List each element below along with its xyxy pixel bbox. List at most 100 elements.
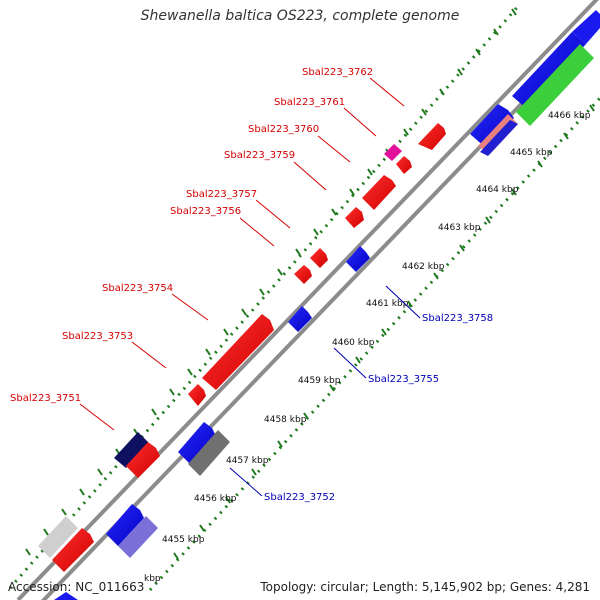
major-tick [485, 216, 491, 224]
major-tick [173, 552, 179, 560]
major-tick [493, 28, 499, 36]
major-tick [457, 68, 463, 76]
gene-arrow-sbal223-3757[interactable] [345, 207, 364, 228]
major-tick [589, 104, 595, 112]
major-tick [433, 272, 439, 280]
gene-box-lavender[interactable] [118, 516, 158, 558]
kbp-label: kbp [144, 574, 161, 584]
label-leader-line [343, 107, 377, 137]
gene-bottom-blue-stub[interactable] [54, 592, 78, 600]
major-tick [439, 88, 445, 96]
gene-arrow-sbal223-3756b[interactable] [294, 265, 312, 284]
kbp-label: 4465 kbp [510, 148, 553, 158]
major-tick [355, 356, 361, 364]
major-tick [79, 488, 85, 496]
gene-box-lightgray[interactable] [38, 516, 78, 558]
kbp-label: 4459 kbp [298, 376, 341, 386]
kbp-label: 4463 kbp [438, 223, 481, 233]
gene-block-green[interactable] [516, 44, 594, 126]
gene-label[interactable]: Sbal223_3761 [274, 97, 345, 108]
gene-label[interactable]: Sbal223_3757 [186, 189, 257, 200]
major-tick [225, 496, 231, 504]
gene-arrow-blue-upper[interactable] [470, 104, 514, 148]
kbp-label: 4456 kbp [194, 494, 237, 504]
gene-arrow-sbal223-3751[interactable] [126, 442, 160, 478]
major-tick [303, 412, 309, 420]
gene-arrow-sbal223-3762[interactable] [418, 123, 446, 150]
kbp-label: 4466 kbp [548, 111, 591, 121]
label-leader-line [369, 77, 405, 107]
major-tick [421, 108, 427, 116]
major-tick [97, 468, 103, 476]
reverse-genes [54, 44, 594, 600]
label-leader-line [229, 467, 263, 497]
label-leader-line [333, 347, 367, 379]
gene-label[interactable]: Sbal223_3754 [102, 283, 173, 294]
major-tick [329, 384, 335, 392]
major-tick [61, 508, 67, 516]
gene-block-top-blue-2[interactable] [572, 10, 600, 44]
gene-arrow-sbal223-3760[interactable] [396, 156, 412, 174]
major-tick [241, 308, 247, 316]
gene-arrow-sbal223-3758[interactable] [346, 246, 370, 272]
gene-label[interactable]: Sbal223_3762 [302, 67, 373, 78]
kbp-label: 4461 kbp [366, 299, 409, 309]
kbp-label: 4464 kbp [476, 185, 519, 195]
label-leader-line [293, 161, 327, 191]
topology-summary: Topology: circular; Length: 5,145,902 bp… [260, 580, 590, 594]
major-tick [259, 288, 265, 296]
gene-box-navy[interactable] [114, 432, 150, 468]
label-leader-line [171, 293, 209, 321]
gene-label[interactable]: Sbal223_3756 [170, 206, 241, 217]
gene-label[interactable]: Sbal223_3751 [10, 393, 81, 404]
major-tick [537, 160, 543, 168]
kbp-label: 4457 kbp [226, 456, 269, 466]
major-tick [381, 328, 387, 336]
major-tick [403, 128, 409, 136]
major-ticks [25, 8, 595, 560]
major-tick [313, 228, 319, 236]
gene-label[interactable]: Sbal223_3755 [368, 374, 439, 385]
gene-box-magenta[interactable] [384, 144, 402, 161]
major-tick [511, 188, 517, 196]
backbone-line-outer [16, 0, 599, 600]
gene-box-darkgray[interactable] [188, 430, 230, 476]
major-tick [563, 132, 569, 140]
gene-arrow-sbal223-3752[interactable] [178, 422, 216, 464]
major-tick [187, 368, 193, 376]
major-tick [169, 388, 175, 396]
accession-text: Accession: NC_011663 [8, 580, 145, 594]
gene-arrow-sbal223-3756a[interactable] [310, 248, 328, 268]
major-tick [277, 440, 283, 448]
kbp-label: 4460 kbp [332, 338, 375, 348]
gene-arrow-bottom-red[interactable] [52, 528, 94, 572]
major-tick [43, 528, 49, 536]
outer-tick-track [8, 3, 522, 589]
label-leader-line [385, 285, 421, 319]
forward-genes [38, 10, 600, 572]
gene-label[interactable]: Sbal223_3760 [248, 124, 319, 135]
gene-label[interactable]: Sbal223_3759 [224, 150, 295, 161]
major-tick [277, 268, 283, 276]
major-tick [475, 48, 481, 56]
major-tick [331, 208, 337, 216]
gene-arrow-sbal223-3759[interactable] [362, 175, 396, 210]
gene-label[interactable]: Sbal223_3752 [264, 492, 335, 503]
gene-arrow-sbal223-3754[interactable] [202, 314, 274, 390]
gene-label[interactable]: Sbal223_3758 [422, 313, 493, 324]
gene-arrow-blue-lower[interactable] [106, 504, 144, 546]
map-title: Shewanella baltica OS223, complete genom… [140, 8, 460, 24]
gene-block-top-blue[interactable] [512, 32, 586, 110]
label-leader-line [317, 135, 351, 163]
major-tick [205, 348, 211, 356]
gene-arrow-sbal223-3753[interactable] [188, 384, 206, 406]
kbp-label: 4462 kbp [402, 262, 445, 272]
gene-arrow-sbal223-3755[interactable] [288, 306, 312, 332]
major-tick [25, 548, 31, 556]
kbp-scale: 4466 kbp 4465 kbp 4464 kbp 4463 kbp 4462 kbp… [144, 111, 591, 584]
major-tick [407, 300, 413, 308]
gene-arrow-blue-pink-edge[interactable] [480, 120, 518, 156]
major-tick [459, 244, 465, 252]
gene-label[interactable]: Sbal223_3753 [62, 331, 133, 342]
